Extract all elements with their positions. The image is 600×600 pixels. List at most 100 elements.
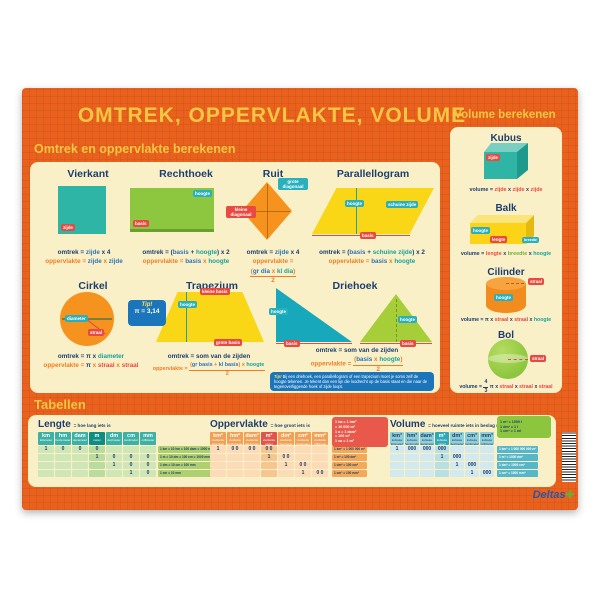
unit-col-header: dam³ kubieke decameter (420, 432, 434, 445)
unit-name: kubieke kilometer (390, 438, 404, 445)
unit-col-header: km³ kubieke kilometer (390, 432, 404, 445)
unit-col-header: mm³ kubieke millimeter (480, 432, 494, 445)
circle-radius-label: straal (88, 329, 105, 337)
triangle-area-formula: oppervlakte = (basis x hoogte) 2 (282, 355, 432, 373)
formula-token: hoogte (208, 258, 230, 266)
unit-cell: 000 (450, 454, 464, 461)
trapezoid-area-formula: oppervlakte = (gr basis + kl basis) x ho… (150, 361, 268, 377)
unit-cell (210, 462, 226, 469)
conversion-note: 1 m² = 100 dm² (332, 454, 367, 461)
formula-token: x (90, 362, 98, 370)
formula-token: x (270, 267, 278, 275)
conversion-notes: 1 km² = 1 000 000 m² 1 m² = 100 dm² 1 dm² … (332, 446, 367, 477)
unit-cell: 000 (420, 446, 434, 453)
brand-name: Deltas (532, 489, 566, 501)
formula-token: x (201, 258, 209, 266)
rhombus-horizontal-diagonal-line (244, 211, 290, 212)
unit-cell (450, 446, 464, 453)
formula-token: oppervlakte = (310, 361, 354, 369)
unit-cell (55, 470, 71, 477)
formula-token: omtrek = som van de zijden (315, 347, 399, 354)
unit-symbol: hm³ (406, 433, 418, 439)
conversion-note: 1 dm = 10 cm = 100 mm (158, 462, 213, 469)
cuboid-top-face (470, 215, 534, 223)
pi-tip-value: π = 3,14 (134, 308, 160, 315)
unit-cell: 0 0 (278, 454, 294, 461)
unit-symbol: dam (74, 433, 86, 439)
circle-shape: diameter straal (60, 292, 114, 346)
formula-token: zijde (512, 187, 525, 193)
right-triangle-base-line (276, 343, 352, 344)
unit-grid: km³ kubieke kilometer hm³ kubieke hectomete… (390, 432, 494, 477)
unit-cell (89, 470, 105, 477)
cube-side-label: zijde (486, 154, 501, 162)
formula-token: x (387, 258, 395, 266)
unit-cell: 0 0 (295, 462, 311, 469)
cylinder-radius-line (506, 283, 524, 284)
formula-token: omtrek = ( (319, 249, 350, 256)
unit-cell (227, 454, 243, 461)
unit-col-header: dam² vierkante decameter (244, 432, 260, 445)
right-triangle-height-label: hoogte (269, 308, 288, 316)
unit-cell: 0 (123, 454, 139, 461)
unit-name: kubieke centimeter (465, 438, 479, 445)
unit-cell (55, 454, 71, 461)
unit-name: hectometer (55, 438, 71, 443)
bol-title: Bol (497, 330, 515, 341)
unit-cell (480, 462, 494, 469)
formula-token: ( (250, 267, 253, 275)
unit-col-header: km² vierkante kilometer (210, 432, 226, 445)
unit-cell: 0 (106, 454, 122, 461)
conversion-note: 1 dm³ = 1000 cm³ (497, 462, 539, 469)
trapezoid-large-base-label: grote basis (214, 338, 243, 346)
unit-cell: 1 (465, 470, 479, 477)
unit-name: kubieke hectometer (405, 438, 419, 445)
formula-token: zijde (494, 187, 507, 193)
unit-col-header: dm³ kubieke decimeter (450, 432, 464, 445)
cube-right-face (517, 143, 528, 179)
unit-cell (405, 470, 419, 477)
formula-token: + (212, 362, 219, 369)
brand-plus-icon: ✚ (565, 490, 574, 501)
formula-token: omtrek = ( (142, 249, 173, 256)
conversion-note: 1 cm = 10 mm (158, 470, 213, 477)
trapezoid-perimeter-formula: omtrek = som van de zijden (150, 352, 268, 361)
formula-token: oppervlakte = (328, 258, 372, 266)
formula-token: x (528, 317, 534, 323)
unit-grid: km² vierkante kilometer hm² vierkante hecto… (210, 432, 328, 477)
cuboid-volume-formula: volume = lengte x breedte x hoogte (450, 250, 562, 258)
formula-token: schuine zijde (372, 249, 413, 256)
unit-symbol: km (42, 433, 50, 439)
formula-token: π x (488, 383, 500, 390)
unit-cell (465, 454, 479, 461)
unit-name: kilometer (39, 438, 53, 443)
unit-name: decimeter (107, 438, 121, 443)
square-perimeter-formula: omtrek = zijde x 4 (32, 248, 136, 257)
unit-symbol: mm (143, 433, 153, 439)
unit-name: centimeter (123, 438, 138, 443)
right-triangle-shape: hoogte basis (269, 288, 352, 347)
height-tip-box: Tip! Bij een driehoek, een parallellogra… (270, 372, 434, 391)
circle-area-formula: oppervlakte = π x straal x straal (30, 361, 152, 370)
formula-token: π x (86, 353, 98, 360)
unit-col-header: m meter (89, 432, 105, 445)
unit-symbol: mm² (314, 433, 326, 439)
unit-cell (278, 470, 294, 477)
formula-token: straal (538, 383, 553, 390)
conversion-note: 1 km³ = 1 000 000 000 m³ (497, 446, 539, 453)
unit-cell (72, 462, 88, 469)
circle-perimeter-formula: omtrek = π x diameter (30, 352, 152, 361)
unit-cell: 0 (140, 462, 156, 469)
unit-cell (420, 462, 434, 469)
sphere-radius-line (508, 359, 528, 360)
unit-col-header: dm decimeter (106, 432, 122, 445)
unit-symbol: dm³ (451, 433, 463, 439)
unit-cell (435, 470, 449, 477)
unit-cell (106, 470, 122, 477)
trapezoid-height-line (186, 292, 187, 342)
unit-symbol: dam² (245, 433, 259, 439)
rhombus-area-formula: oppervlakte = (gr dia x kl dia) 2 (232, 257, 314, 284)
